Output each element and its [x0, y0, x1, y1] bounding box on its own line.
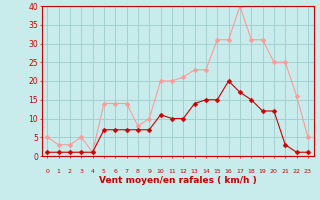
X-axis label: Vent moyen/en rafales ( km/h ): Vent moyen/en rafales ( km/h ) [99, 176, 256, 185]
